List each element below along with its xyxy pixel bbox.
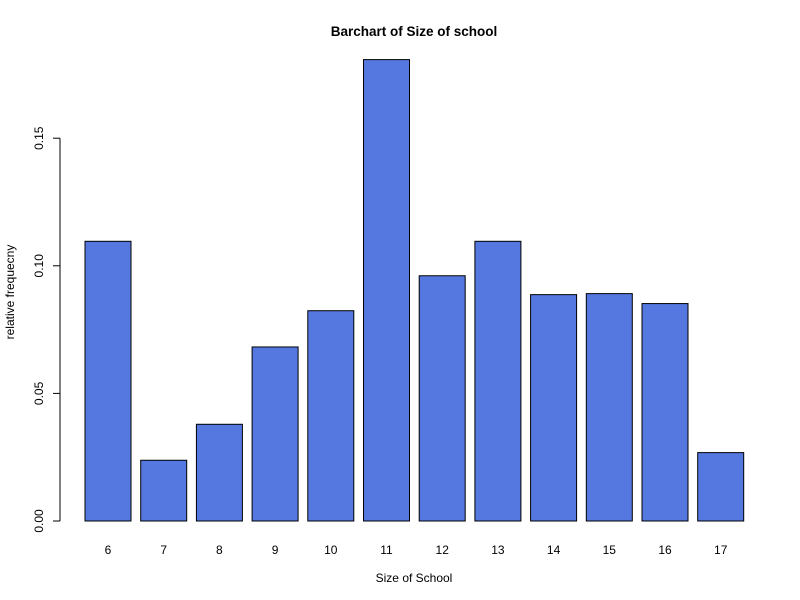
x-tick-label: 14 — [547, 543, 561, 557]
x-tick-label: 10 — [324, 543, 338, 557]
x-tick-label: 11 — [380, 543, 393, 557]
x-tick-label: 17 — [714, 543, 728, 557]
y-tick-label: 0.15 — [32, 126, 46, 150]
bar-13 — [474, 240, 522, 522]
x-tick-label: 6 — [105, 543, 112, 557]
x-tick-label: 13 — [491, 543, 505, 557]
x-tick-label: 15 — [603, 543, 617, 557]
bar-16 — [641, 303, 689, 522]
y-axis: 0.00 0.05 0.10 0.15 — [32, 126, 61, 533]
bar-17 — [697, 452, 745, 522]
bar-9 — [251, 346, 299, 522]
bars-group — [84, 59, 745, 522]
bar-12 — [418, 275, 466, 522]
bar-6 — [84, 240, 132, 522]
chart-title: Barchart of Size of school — [331, 24, 498, 39]
bar-7 — [140, 459, 188, 522]
bar-15 — [585, 293, 633, 522]
bar-14 — [530, 294, 578, 522]
x-tick-label: 16 — [658, 543, 672, 557]
x-tick-label: 12 — [436, 543, 450, 557]
bar-8 — [195, 423, 243, 522]
x-axis-label: Size of School — [376, 571, 453, 585]
y-axis-label: relative frequecny — [3, 245, 17, 340]
x-tick-labels: 6 7 8 9 10 11 12 13 14 15 16 17 — [105, 543, 728, 557]
bar-10 — [307, 310, 355, 522]
x-tick-label: 7 — [160, 543, 167, 557]
y-tick-label: 0.10 — [32, 254, 46, 278]
x-tick-label: 9 — [272, 543, 279, 557]
bar-11 — [363, 59, 410, 522]
x-tick-label: 8 — [216, 543, 223, 557]
y-tick-label: 0.05 — [32, 381, 46, 405]
y-tick-label: 0.00 — [32, 509, 46, 533]
